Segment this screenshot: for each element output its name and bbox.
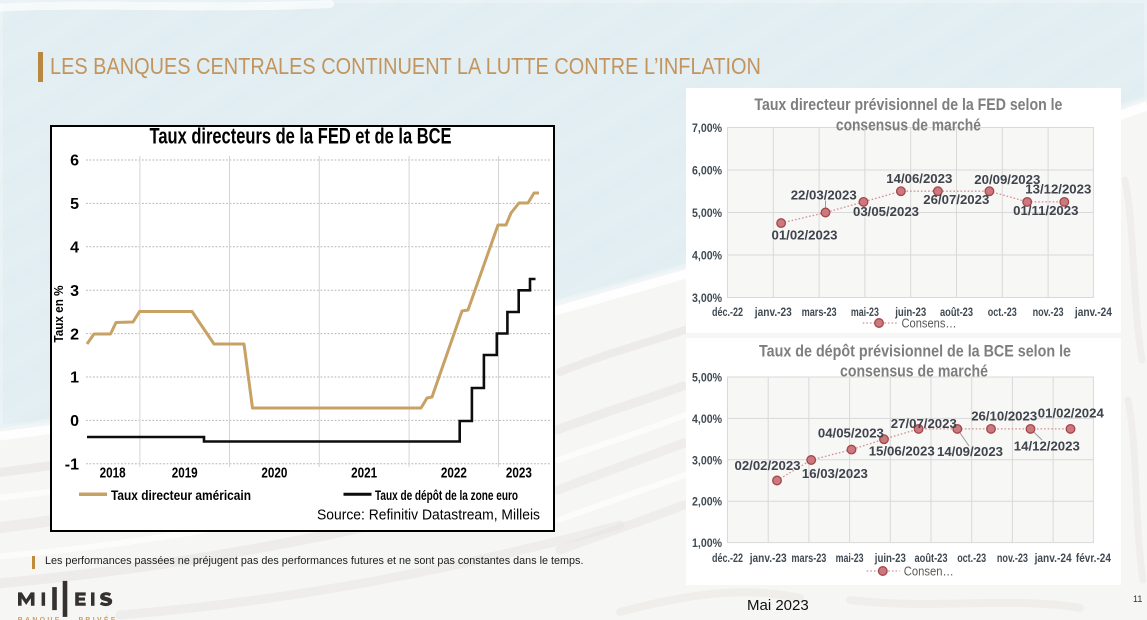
svg-text:janv.-23: janv.-23: [749, 551, 787, 565]
svg-text:nov.-23: nov.-23: [1033, 305, 1064, 319]
svg-text:22/03/2023: 22/03/2023: [791, 188, 857, 203]
svg-text:oct.-23: oct.-23: [957, 551, 986, 565]
svg-text:Taux directeur américain: Taux directeur américain: [111, 488, 251, 503]
svg-text:janv.-24: janv.-24: [1074, 305, 1112, 319]
svg-text:-1: -1: [65, 457, 79, 474]
svg-text:mars-23: mars-23: [791, 551, 826, 565]
svg-text:Consens…: Consens…: [902, 317, 957, 331]
svg-text:20/09/2023: 20/09/2023: [974, 172, 1040, 187]
svg-text:mai-23: mai-23: [836, 551, 864, 565]
svg-text:nov.-23: nov.-23: [997, 551, 1028, 565]
svg-text:Taux de dépôt de la zone euro: Taux de dépôt de la zone euro: [375, 488, 518, 503]
svg-text:2022: 2022: [441, 465, 467, 482]
svg-text:0: 0: [70, 413, 79, 430]
svg-text:déc.-22: déc.-22: [712, 551, 743, 565]
svg-text:2021: 2021: [351, 465, 377, 482]
svg-text:5,00%: 5,00%: [692, 371, 722, 385]
svg-text:PRIVÉE: PRIVÉE: [79, 615, 118, 620]
svg-text:14/06/2023: 14/06/2023: [886, 171, 952, 186]
svg-text:mars-23: mars-23: [802, 305, 837, 319]
svg-text:consensus de marché: consensus de marché: [840, 363, 988, 381]
svg-text:5,00%: 5,00%: [692, 206, 722, 220]
svg-text:3,00%: 3,00%: [692, 291, 722, 305]
svg-text:1,00%: 1,00%: [692, 536, 722, 550]
svg-text:janv.-23: janv.-23: [754, 305, 792, 319]
svg-text:6: 6: [70, 153, 79, 170]
svg-text:2,00%: 2,00%: [692, 495, 722, 509]
svg-text:janv.-24: janv.-24: [1034, 551, 1072, 565]
svg-text:BANQUE: BANQUE: [18, 617, 62, 620]
svg-text:14/12/2023: 14/12/2023: [1014, 439, 1080, 454]
svg-text:Consen…: Consen…: [904, 565, 954, 579]
svg-text:04/05/2023: 04/05/2023: [818, 426, 884, 441]
svg-text:Source: Refinitiv Datastream,: Source: Refinitiv Datastream, Milleis: [317, 507, 540, 524]
svg-text:août-23: août-23: [940, 305, 973, 319]
svg-text:Taux directeurs de la FED et d: Taux directeurs de la FED et de la BCE: [150, 125, 452, 149]
svg-text:03/05/2023: 03/05/2023: [853, 204, 919, 219]
svg-text:déc.-22: déc.-22: [712, 305, 743, 319]
svg-text:01/02/2023: 01/02/2023: [771, 228, 837, 243]
svg-text:févr.-24: févr.-24: [1076, 551, 1111, 565]
svg-text:Taux de dépôt prévisionnel de: Taux de dépôt prévisionnel de la BCE sel…: [759, 343, 1071, 361]
svg-text:4: 4: [70, 240, 79, 257]
svg-text:01/11/2023: 01/11/2023: [1013, 203, 1078, 218]
svg-text:26/07/2023: 26/07/2023: [923, 192, 989, 207]
svg-text:4,00%: 4,00%: [692, 249, 722, 263]
svg-text:juin-23: juin-23: [894, 305, 926, 319]
svg-text:27/07/2023: 27/07/2023: [891, 416, 957, 431]
svg-text:2023: 2023: [506, 465, 532, 482]
svg-text:mai-23: mai-23: [851, 305, 879, 319]
svg-text:02/02/2023: 02/02/2023: [734, 458, 800, 473]
svg-text:6,00%: 6,00%: [692, 164, 722, 178]
svg-text:7,00%: 7,00%: [692, 121, 722, 135]
svg-text:2: 2: [70, 326, 79, 343]
svg-text:juin-23: juin-23: [874, 551, 906, 565]
svg-text:3: 3: [70, 283, 79, 300]
svg-text:15/06/2023: 15/06/2023: [869, 443, 935, 458]
svg-text:13/12/2023: 13/12/2023: [1025, 181, 1091, 196]
svg-text:Taux en %: Taux en %: [52, 286, 66, 343]
svg-text:oct.-23: oct.-23: [988, 305, 1017, 319]
svg-text:2020: 2020: [261, 465, 287, 482]
svg-text:2019: 2019: [172, 465, 198, 482]
svg-text:4,00%: 4,00%: [692, 412, 722, 426]
svg-text:2018: 2018: [100, 465, 126, 482]
svg-text:Taux directeur prévisionnel de: Taux directeur prévisionnel de la FED se…: [754, 96, 1062, 114]
svg-text:3,00%: 3,00%: [692, 453, 722, 467]
svg-text:01/02/2024: 01/02/2024: [1038, 406, 1105, 421]
svg-text:26/10/2023: 26/10/2023: [971, 408, 1037, 423]
svg-text:14/09/2023: 14/09/2023: [937, 444, 1003, 459]
svg-text:1: 1: [70, 370, 79, 387]
svg-text:consensus de marché: consensus de marché: [836, 117, 981, 135]
svg-text:5: 5: [70, 196, 79, 213]
svg-text:août-23: août-23: [915, 551, 948, 565]
svg-text:16/03/2023: 16/03/2023: [802, 466, 868, 481]
